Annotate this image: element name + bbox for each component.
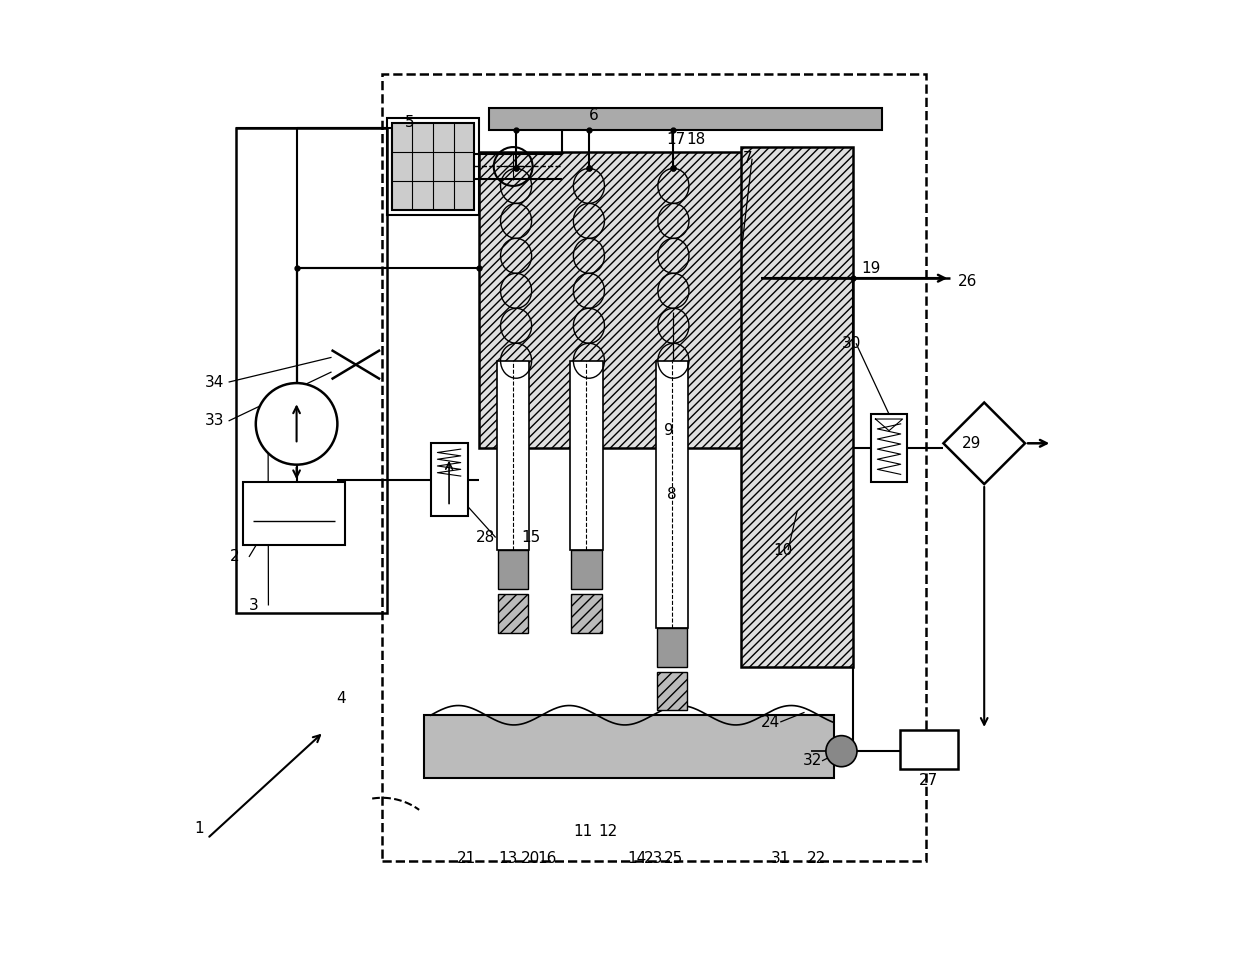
Bar <box>387 118 479 215</box>
Text: 10: 10 <box>774 543 792 558</box>
Bar <box>479 152 756 448</box>
Bar <box>489 108 882 130</box>
Text: 11: 11 <box>573 824 593 840</box>
Bar <box>870 414 908 482</box>
Bar <box>392 123 475 210</box>
Text: 28: 28 <box>476 530 496 545</box>
Text: 8: 8 <box>667 487 676 503</box>
Text: 16: 16 <box>537 850 557 866</box>
Text: 20: 20 <box>521 850 541 866</box>
Bar <box>424 715 833 778</box>
Text: 13: 13 <box>498 850 518 866</box>
Bar <box>497 360 528 550</box>
Bar <box>497 594 528 633</box>
Text: 2: 2 <box>229 549 239 564</box>
Bar <box>572 550 601 589</box>
Text: 26: 26 <box>959 274 977 288</box>
Text: 29: 29 <box>962 435 981 451</box>
Circle shape <box>826 735 857 767</box>
Text: 1: 1 <box>195 821 205 837</box>
Bar <box>657 628 687 666</box>
Bar <box>900 730 959 768</box>
Text: 17: 17 <box>667 131 686 147</box>
Text: 3: 3 <box>249 598 259 613</box>
Bar <box>382 74 926 861</box>
Text: 33: 33 <box>205 413 223 429</box>
Text: 34: 34 <box>205 375 223 390</box>
Text: 5: 5 <box>404 115 414 131</box>
Text: 12: 12 <box>599 824 618 840</box>
Text: 32: 32 <box>802 753 822 768</box>
Text: 31: 31 <box>770 850 790 866</box>
Text: 22: 22 <box>806 850 826 866</box>
Text: 9: 9 <box>663 423 673 438</box>
Text: 14: 14 <box>627 850 647 866</box>
Bar <box>570 360 603 550</box>
Text: 24: 24 <box>761 715 780 730</box>
Bar <box>742 147 853 666</box>
Circle shape <box>255 383 337 465</box>
Text: 4: 4 <box>336 692 346 706</box>
Text: 15: 15 <box>521 530 541 545</box>
Text: 30: 30 <box>842 336 861 351</box>
Bar <box>497 550 528 589</box>
Text: 19: 19 <box>861 261 880 276</box>
Text: 27: 27 <box>919 772 939 788</box>
Bar <box>243 482 345 545</box>
Bar <box>430 443 467 516</box>
Text: 6: 6 <box>589 108 599 124</box>
Bar <box>237 128 387 614</box>
Bar <box>656 360 688 628</box>
Bar <box>572 594 601 633</box>
Bar <box>657 671 687 710</box>
Text: 21: 21 <box>456 850 476 866</box>
Text: 18: 18 <box>686 131 706 147</box>
Text: 23: 23 <box>645 850 663 866</box>
Text: 25: 25 <box>663 850 683 866</box>
Text: 7: 7 <box>743 151 751 167</box>
